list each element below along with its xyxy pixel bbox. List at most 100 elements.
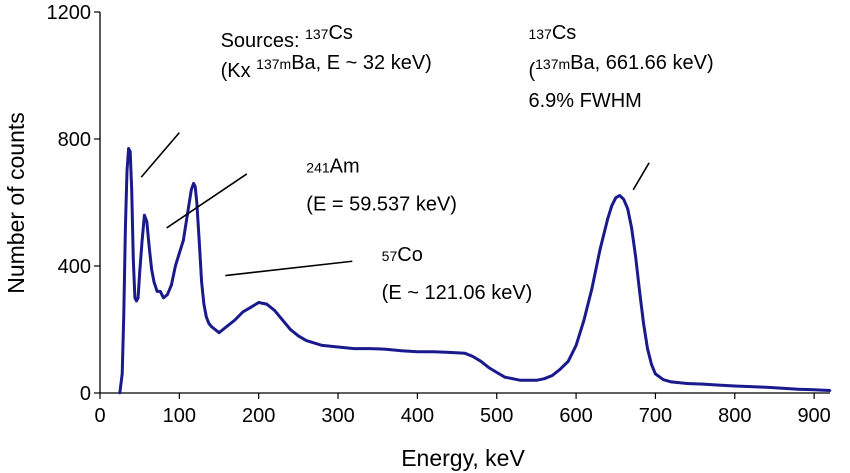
data-point: [614, 196, 618, 199]
annotation-pointer: [632, 162, 650, 191]
annotation-pointers: [140, 132, 650, 277]
x-tick-label: 700: [639, 405, 672, 427]
x-axis-title: Energy, keV: [401, 445, 525, 471]
data-point: [125, 169, 129, 173]
data-point: [622, 198, 625, 201]
data-point: [662, 378, 665, 382]
data-point: [190, 188, 193, 192]
data-point: [543, 377, 546, 381]
data-point: [128, 150, 132, 153]
data-point: [273, 309, 276, 312]
annotation-text: (E = 59.537 keV): [306, 193, 457, 215]
data-point: [527, 379, 530, 382]
data-point: [166, 293, 169, 296]
data-point: [781, 386, 784, 390]
data-point: [495, 371, 499, 374]
data-point: [130, 188, 133, 192]
annotation-text: Sources: 137Cs: [221, 22, 353, 52]
data-point: [551, 374, 554, 377]
data-point: [582, 318, 586, 322]
data-point: [519, 379, 522, 382]
data-point: [192, 182, 195, 185]
y-tick-label: 0: [80, 383, 91, 405]
data-point: [182, 239, 185, 242]
data-point: [701, 382, 705, 386]
data-point: [626, 207, 629, 211]
annotation-text: (137mBa, 661.66 keV): [528, 52, 713, 82]
data-point: [646, 347, 649, 350]
x-tick-label: 0: [94, 405, 105, 427]
data-point: [147, 245, 151, 249]
data-point: [150, 267, 153, 271]
data-point: [197, 239, 201, 242]
data-point: [145, 220, 149, 223]
annotation-pointer: [225, 260, 353, 277]
y-axis-title: Number of counts: [3, 112, 29, 294]
data-point: [384, 347, 388, 351]
data-point: [193, 185, 197, 188]
data-point: [598, 248, 602, 252]
data-point: [205, 315, 208, 319]
data-point: [447, 351, 451, 354]
data-point: [479, 360, 483, 363]
data-point: [136, 296, 140, 300]
data-point: [685, 382, 689, 385]
data-point: [289, 328, 292, 331]
data-point: [257, 301, 261, 304]
data-point: [432, 350, 435, 354]
data-point: [297, 334, 300, 338]
data-point: [733, 384, 737, 388]
data-point: [487, 366, 491, 369]
data-point: [654, 372, 657, 376]
data-point: [352, 347, 356, 350]
data-point: [812, 388, 816, 392]
annotation-text: 241Am: [306, 155, 359, 177]
data-point: [630, 226, 633, 230]
data-point: [118, 391, 122, 395]
data-point: [535, 379, 538, 382]
data-point: [336, 345, 340, 349]
data-point: [195, 201, 199, 204]
data-point: [221, 328, 225, 331]
annotation-text: 57Co: [382, 244, 423, 266]
data-point: [606, 217, 610, 220]
data-point: [202, 302, 206, 306]
annotation-text: 137Cs: [528, 22, 576, 44]
data-point: [638, 290, 641, 293]
tick-labels: 0 100 200 300 400 500 600 700 800 900 0 400 800 1200: [47, 2, 831, 427]
data-point: [132, 258, 135, 261]
data-point: [241, 310, 245, 314]
data-point: [124, 226, 127, 230]
spectrum-series-line: [118, 147, 831, 394]
data-point: [749, 385, 752, 388]
data-point: [200, 280, 203, 284]
data-point: [368, 347, 372, 350]
data-point: [765, 386, 768, 389]
data-point: [471, 355, 475, 358]
data-point: [400, 349, 403, 353]
tick-marks: [94, 11, 815, 399]
data-point: [178, 252, 181, 255]
annotation-text: (Kx 137mBa, E ~ 32 keV): [221, 52, 432, 82]
x-tick-label: 800: [718, 405, 751, 427]
data-point: [717, 383, 721, 387]
data-point: [217, 331, 221, 335]
data-point: [120, 372, 124, 376]
data-point: [503, 375, 507, 379]
data-point: [281, 318, 284, 322]
data-point: [155, 290, 159, 293]
data-point: [650, 363, 653, 366]
data-point: [670, 380, 673, 384]
data-point: [610, 204, 614, 207]
y-tick-label: 800: [58, 129, 91, 151]
data-point: [135, 299, 138, 303]
y-tick-label: 1200: [47, 2, 92, 24]
data-point: [797, 387, 800, 391]
data-point: [127, 147, 130, 150]
data-point: [159, 290, 162, 293]
data-point: [249, 306, 253, 309]
data-point: [138, 271, 141, 274]
x-tick-label: 100: [163, 405, 196, 427]
